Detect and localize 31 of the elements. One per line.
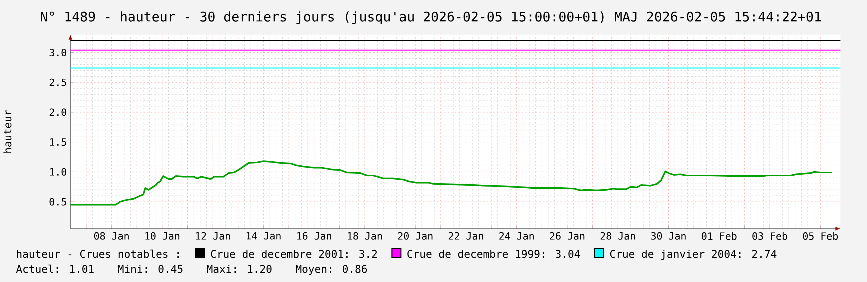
x-tick-label: 05 Feb [803,232,838,240]
text: Maxi: 1.20 [207,264,272,274]
y-axis-title: hauteur [4,110,12,153]
legend-label: Crue de janvier 2004: 2.74 [610,250,777,260]
x-tick-label: 20 Jan [398,232,433,240]
text: Actuel: 1.01 [16,264,94,274]
text: Mini: 0.45 [118,264,183,274]
chart-title: N° 1489 - hauteur - 30 derniers jours (jusqu'au 2026-02-05 15:00:00+01) MAJ 2026-02-05 15:44:22+01 [41,12,822,24]
x-tick-label: 28 Jan [600,232,636,240]
y-tick-label: 1.5 [50,138,66,146]
x-tick-label: 12 Jan [196,232,230,240]
x-tick-label: 10 Jan [146,232,180,240]
x-tick-label: 24 Jan [500,232,534,240]
y-tick-label: 2.0 [50,108,67,116]
x-tick-label: 01 Feb [702,232,737,240]
x-tick-label: 03 Feb [752,232,788,240]
text: Moyen: 0.86 [296,265,368,276]
x-tick-label: 30 Jan [651,232,686,240]
y-tick-label: 0.5 [50,198,66,206]
x-tick-label: 14 Jan [246,232,281,240]
y-tick-label: 1.0 [50,168,67,176]
x-tick-label: 08 Jan [94,232,129,240]
x-tick-label: 16 Jan [298,232,332,240]
y-tick-label: 2.5 [50,78,66,86]
x-tick-label: 18 Jan [348,232,382,240]
y-tick-label: 3.0 [50,48,67,57]
text: hauteur - Crues notables : [17,250,179,258]
x-tick-label: 22 Jan [448,232,484,240]
x-tick-label: 26 Jan [550,232,585,240]
legend-label: Crue de decembre 2001: 3.2 [211,250,378,258]
legend-label: Crue de decembre 1999: 3.04 [408,250,580,258]
